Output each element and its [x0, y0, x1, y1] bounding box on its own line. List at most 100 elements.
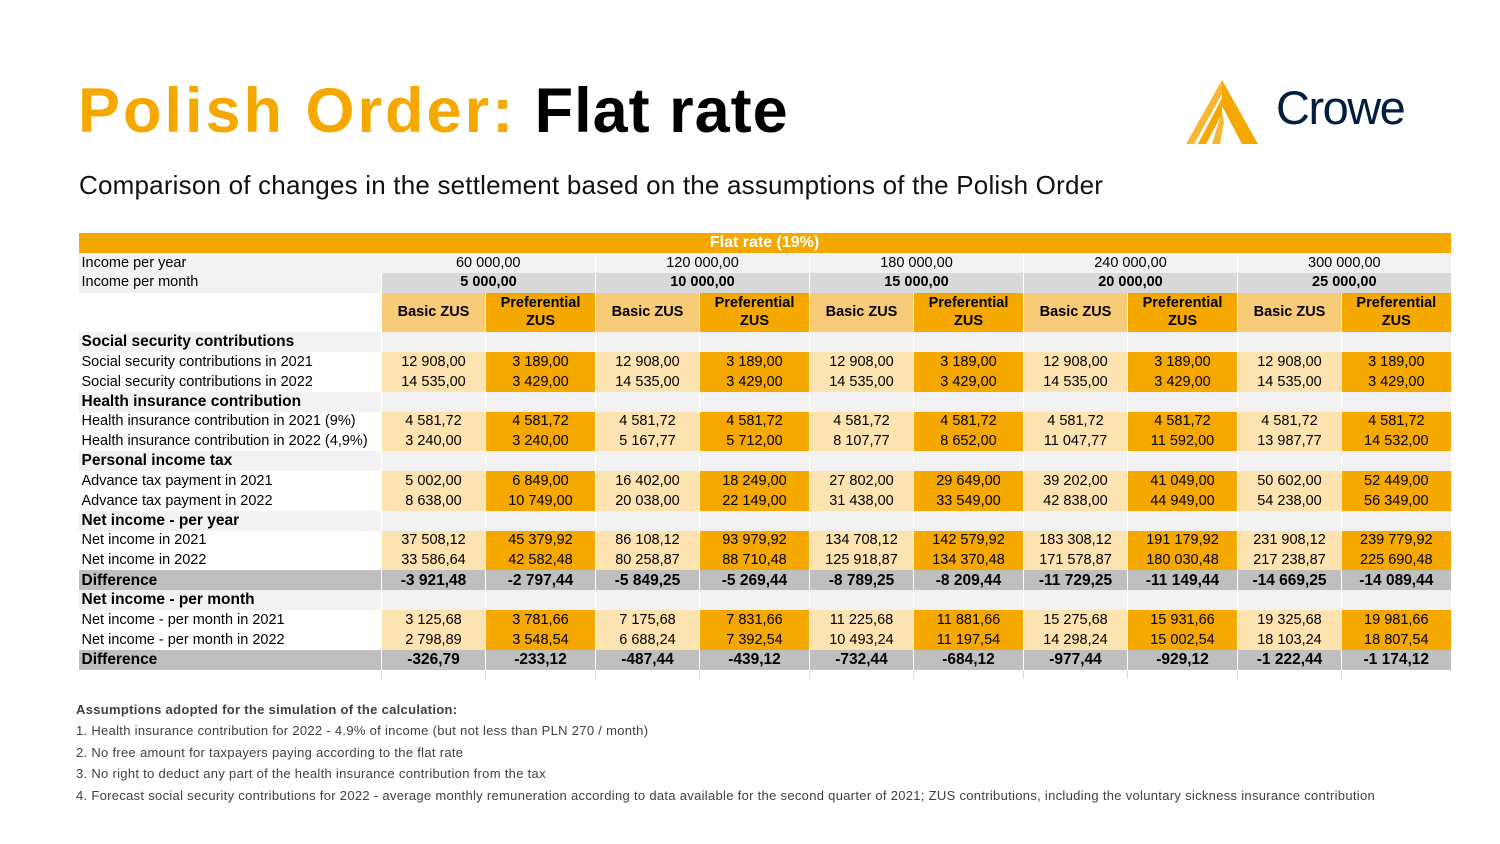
- cell-value: -14 669,25: [1237, 570, 1342, 591]
- cell-value: 93 979,92: [699, 530, 810, 551]
- table-tail-row: [78, 669, 1451, 678]
- row-label: Advance tax payment in 2022: [78, 490, 382, 511]
- cell-value: -2 797,44: [485, 570, 596, 591]
- cell-value: 6 849,00: [485, 471, 596, 491]
- section-title: Net income - per year: [78, 510, 382, 531]
- row-label: Net income - per month in 2022: [78, 629, 382, 650]
- table-row: Health insurance contribution in 2021 (9…: [78, 411, 1451, 432]
- cell-value: 3 548,54: [485, 629, 596, 650]
- cell-value: 4 581,72: [809, 411, 914, 432]
- tail-cell: [381, 669, 486, 678]
- flat-rate-table: Flat rate (19%) Income per year 60 000,0…: [78, 233, 1451, 678]
- cell-value: 7 392,54: [699, 629, 810, 650]
- cell-value: 22 149,00: [699, 490, 810, 511]
- income-per-year-value: 300 000,00: [1236, 252, 1451, 273]
- cell-value: 14 535,00: [1237, 371, 1342, 392]
- section-cell: [699, 391, 810, 412]
- cell-value: 10 749,00: [485, 490, 596, 511]
- section-row: Social security contributions: [78, 332, 1451, 353]
- section-cell: [1237, 510, 1342, 531]
- cell-value: -1 174,12: [1340, 649, 1451, 670]
- cell-value: 56 349,00: [1340, 490, 1451, 511]
- cell-value: 4 581,72: [1340, 411, 1451, 432]
- crowe-logo-text: Crowe: [1276, 81, 1406, 134]
- cell-value: 19 981,66: [1340, 610, 1451, 630]
- section-cell: [485, 391, 596, 412]
- basic-zus-header: Basic ZUS: [1023, 292, 1128, 333]
- cell-value: 8 107,77: [809, 431, 914, 452]
- cell-value: 37 508,12: [381, 530, 486, 551]
- section-cell: [1023, 510, 1128, 531]
- cell-value: 4 581,72: [699, 411, 810, 432]
- section-title: Social security contributions: [78, 332, 382, 353]
- row-label: Difference: [78, 570, 382, 591]
- cell-value: 29 649,00: [913, 471, 1024, 491]
- cell-value: 18 103,24: [1237, 629, 1342, 650]
- difference-row: Difference -326,79 -233,12 -487,44 -439,12 -7…: [78, 649, 1451, 670]
- section-cell: [595, 510, 700, 531]
- section-row: Net income - per year: [78, 510, 1451, 531]
- note-item: 2. No free amount for taxpayers paying a…: [76, 744, 464, 760]
- preferential-zus-header: Preferential ZUS: [1127, 292, 1238, 333]
- cell-value: 3 125,68: [381, 610, 486, 630]
- section-cell: [1127, 510, 1238, 531]
- table-row: Health insurance contribution in 2022 (4…: [78, 431, 1451, 452]
- tail-cell: [913, 669, 1024, 678]
- cell-value: 41 049,00: [1127, 471, 1238, 491]
- zus-header-blank: [78, 292, 382, 333]
- section-cell: [1340, 451, 1451, 472]
- section-cell: [485, 332, 596, 353]
- section-cell: [485, 451, 596, 472]
- section-cell: [699, 590, 810, 611]
- income-per-month-value: 10 000,00: [595, 272, 810, 293]
- cell-value: 12 908,00: [1023, 352, 1128, 372]
- cell-value: -5 849,25: [595, 570, 700, 591]
- tail-cell: [809, 669, 914, 678]
- cell-value: 33 549,00: [913, 490, 1024, 511]
- cell-value: -487,44: [595, 649, 700, 670]
- section-cell: [809, 332, 914, 353]
- cell-value: 19 325,68: [1237, 610, 1342, 630]
- section-cell: [1340, 590, 1451, 611]
- section-cell: [485, 510, 596, 531]
- page-title: Polish Order: Flat rate: [78, 80, 789, 143]
- cell-value: 4 581,72: [595, 411, 700, 432]
- row-label: Net income in 2022: [78, 550, 382, 571]
- cell-value: 42 838,00: [1023, 490, 1128, 511]
- tail-cell: [1340, 669, 1451, 678]
- page-subtitle: Comparison of changes in the settlement …: [79, 170, 1104, 200]
- cell-value: 125 918,87: [809, 550, 914, 571]
- section-cell: [381, 590, 486, 611]
- cell-value: -439,12: [699, 649, 810, 670]
- preferential-zus-header: Preferential ZUS: [699, 292, 810, 333]
- income-per-month-label: Income per month: [78, 272, 382, 293]
- cell-value: 3 429,00: [1340, 371, 1451, 392]
- cell-value: 4 581,72: [1237, 411, 1342, 432]
- table-row: Social security contributions in 2021 12 …: [78, 352, 1451, 372]
- tail-cell: [78, 669, 382, 678]
- cell-value: 6 688,24: [595, 629, 700, 650]
- title-part-1: Polish Order:: [78, 76, 517, 146]
- cell-value: 4 581,72: [913, 411, 1024, 432]
- cell-value: 15 931,66: [1127, 610, 1238, 630]
- income-per-year-label: Income per year: [78, 252, 382, 273]
- cell-value: 191 179,92: [1127, 530, 1238, 551]
- section-cell: [809, 510, 914, 531]
- cell-value: 10 493,24: [809, 629, 914, 650]
- cell-value: 3 429,00: [1127, 371, 1238, 392]
- cell-value: 15 275,68: [1023, 610, 1128, 630]
- cell-value: 8 652,00: [913, 431, 1024, 452]
- row-label: Advance tax payment in 2021: [78, 471, 382, 491]
- section-cell: [1340, 391, 1451, 412]
- cell-value: 3 189,00: [699, 352, 810, 372]
- income-per-year-row: Income per year 60 000,00 120 000,00 180…: [78, 252, 1451, 273]
- cell-value: 5 712,00: [699, 431, 810, 452]
- cell-value: 12 908,00: [595, 352, 700, 372]
- section-cell: [1237, 391, 1342, 412]
- cell-value: 31 438,00: [809, 490, 914, 511]
- cell-value: 3 189,00: [913, 352, 1024, 372]
- row-label: Health insurance contribution in 2022 (4…: [78, 431, 382, 452]
- note-item: 1. Health insurance contribution for 202…: [76, 723, 649, 739]
- cell-value: 239 779,92: [1340, 530, 1451, 551]
- section-cell: [1127, 590, 1238, 611]
